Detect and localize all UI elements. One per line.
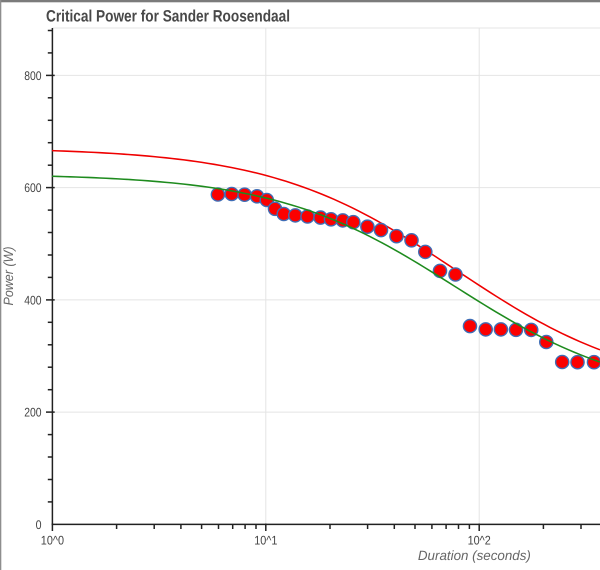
svg-text:200: 200: [24, 406, 41, 420]
svg-text:400: 400: [24, 293, 41, 307]
svg-text:Power (W): Power (W): [1, 247, 16, 306]
svg-text:Duration (seconds): Duration (seconds): [418, 548, 531, 563]
svg-text:10^2: 10^2: [468, 534, 491, 548]
svg-text:10^1: 10^1: [254, 534, 277, 548]
svg-text:800: 800: [24, 69, 41, 83]
svg-text:10^0: 10^0: [41, 534, 64, 548]
svg-text:600: 600: [24, 181, 41, 195]
svg-text:Critical Power for Sander Roos: Critical Power for Sander Roosendaal: [46, 8, 290, 26]
svg-text:0: 0: [36, 518, 42, 532]
